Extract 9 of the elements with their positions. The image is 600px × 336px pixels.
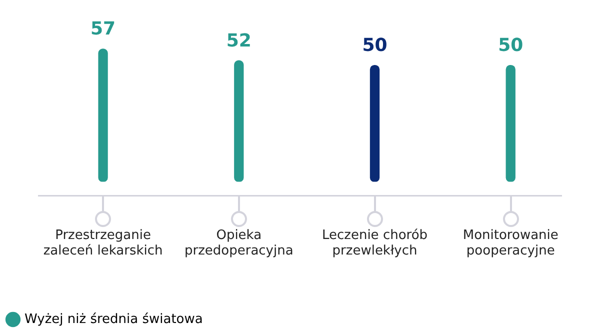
x-tick-label: Monitorowanie pooperacyjne (462, 228, 558, 259)
x-tick-label: Przestrzeganie zaleceń lekarskich (43, 228, 163, 259)
x-tick-label: Leczenie chorób przewlekłych (322, 228, 428, 259)
x-tick-label: Opieka przedoperacyjna (184, 228, 294, 259)
data-label: 52 (226, 30, 252, 52)
data-label: 57 (90, 18, 116, 40)
legend-label: Wyżej niż średnia światowa (24, 312, 203, 327)
data-label: 50 (498, 34, 524, 56)
data-label: 50 (362, 34, 388, 56)
